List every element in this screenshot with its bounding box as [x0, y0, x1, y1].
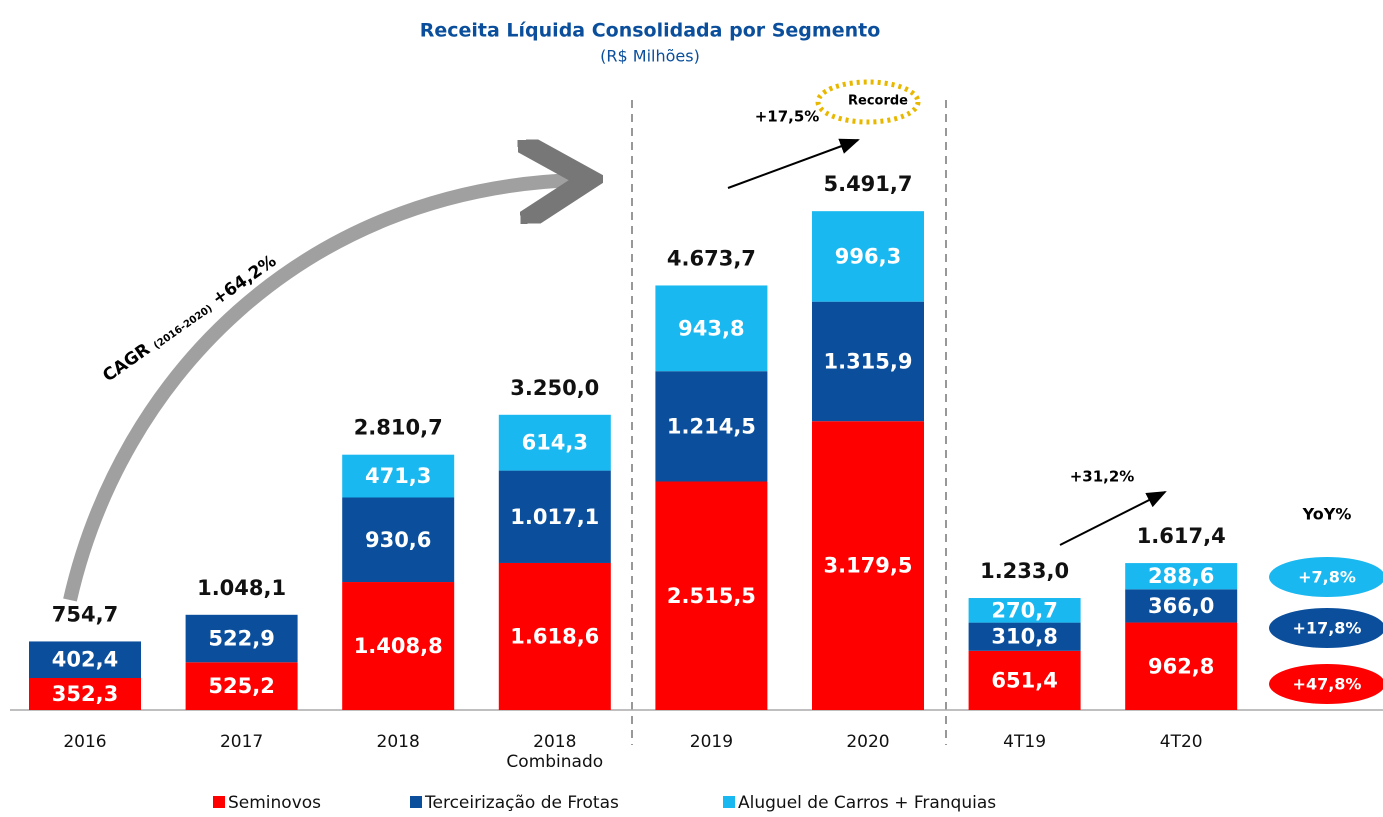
- value-label: 1.408,8: [354, 634, 443, 658]
- value-label: 471,3: [365, 464, 431, 488]
- legend-label: Terceirização de Frotas: [424, 793, 619, 813]
- x-tick-label: 4T19: [975, 732, 1075, 752]
- value-label: 1.618,6: [510, 624, 599, 648]
- x-tick-label: 2018: [348, 732, 448, 752]
- value-label: 3.179,5: [823, 554, 912, 578]
- yoy-label: +7,8%: [1298, 568, 1356, 587]
- value-label: 930,6: [365, 528, 431, 552]
- chart-subtitle: (R$ Milhões): [600, 47, 700, 66]
- total-label: 4.673,7: [667, 246, 756, 270]
- x-tick-label: 4T20: [1131, 732, 1231, 752]
- yoy-label: +17,8%: [1293, 619, 1362, 638]
- yoy-label: +47,8%: [1293, 675, 1362, 694]
- value-label: 366,0: [1148, 594, 1214, 618]
- value-label: 402,4: [52, 648, 118, 672]
- chart-title: Receita Líquida Consolidada por Segmento: [420, 20, 881, 42]
- page: Receita Líquida Consolidada por Segmento…: [0, 0, 1383, 817]
- value-label: 310,8: [991, 625, 1057, 649]
- value-label: 943,8: [678, 316, 744, 340]
- yoy-title: YoY%: [1302, 505, 1352, 524]
- value-label: 525,2: [208, 674, 274, 698]
- total-label: 3.250,0: [510, 376, 599, 400]
- x-tick-label: 2016: [35, 732, 135, 752]
- value-label: 2.515,5: [667, 584, 756, 608]
- legend-label: Aluguel de Carros + Franquias: [738, 793, 996, 813]
- chart: Receita Líquida Consolidada por Segmento…: [0, 0, 1383, 817]
- value-label: 1.017,1: [510, 505, 599, 529]
- x-tick-label: 2017: [192, 732, 292, 752]
- value-label: 996,3: [835, 244, 901, 268]
- legend-swatch: [410, 796, 422, 808]
- growth-label: +17,5%: [755, 108, 820, 126]
- value-label: 1.315,9: [823, 349, 912, 373]
- value-label: 1.214,5: [667, 414, 756, 438]
- x-tick-label: 2018 Combinado: [505, 732, 605, 772]
- legend-swatch: [723, 796, 735, 808]
- x-tick-label: 2019: [661, 732, 761, 752]
- total-label: 1.233,0: [980, 559, 1069, 583]
- total-label: 2.810,7: [354, 416, 443, 440]
- total-label: 5.491,7: [823, 172, 912, 196]
- value-label: 522,9: [208, 627, 274, 651]
- value-label: 352,3: [52, 682, 118, 706]
- cagr: CAGR: [99, 340, 154, 387]
- record-label: Recorde: [848, 94, 908, 109]
- growth-label: +31,2%: [1070, 468, 1135, 486]
- value-label: 614,3: [522, 431, 588, 455]
- total-label: 1.048,1: [197, 576, 286, 600]
- value-label: 651,4: [991, 668, 1057, 692]
- total-label: 754,7: [52, 602, 118, 626]
- legend-swatch: [213, 796, 225, 808]
- x-tick-label: 2020: [818, 732, 918, 752]
- value-label: 962,8: [1148, 654, 1214, 678]
- value-label: 288,6: [1148, 564, 1214, 588]
- total-label: 1.617,4: [1137, 524, 1226, 548]
- value-label: 270,7: [991, 598, 1057, 622]
- legend-label: Seminovos: [228, 793, 321, 813]
